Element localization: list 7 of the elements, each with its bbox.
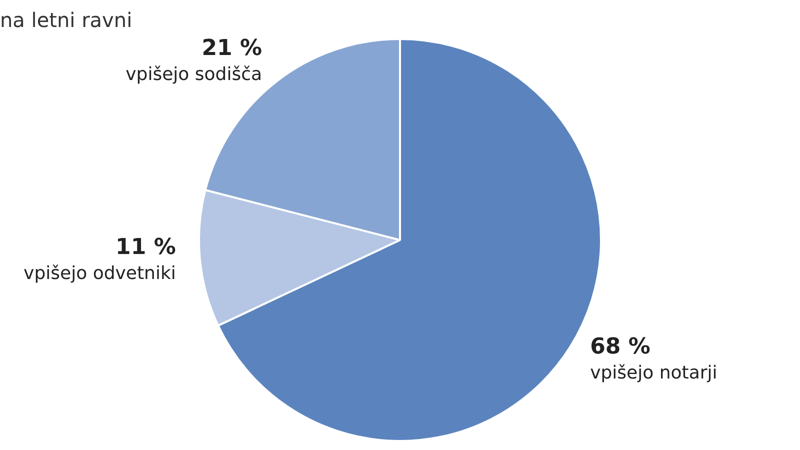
data-label: 68 % — [590, 334, 650, 360]
data-label: 11 % — [116, 234, 176, 260]
slice-label: vpišejo sodišča — [126, 64, 262, 85]
data-label: 21 % — [202, 36, 262, 61]
slice-label: vpišejo odvetniki — [24, 262, 176, 284]
slice-label: vpišejo notarji — [590, 362, 718, 384]
chart-title: na letni ravni — [0, 8, 132, 32]
